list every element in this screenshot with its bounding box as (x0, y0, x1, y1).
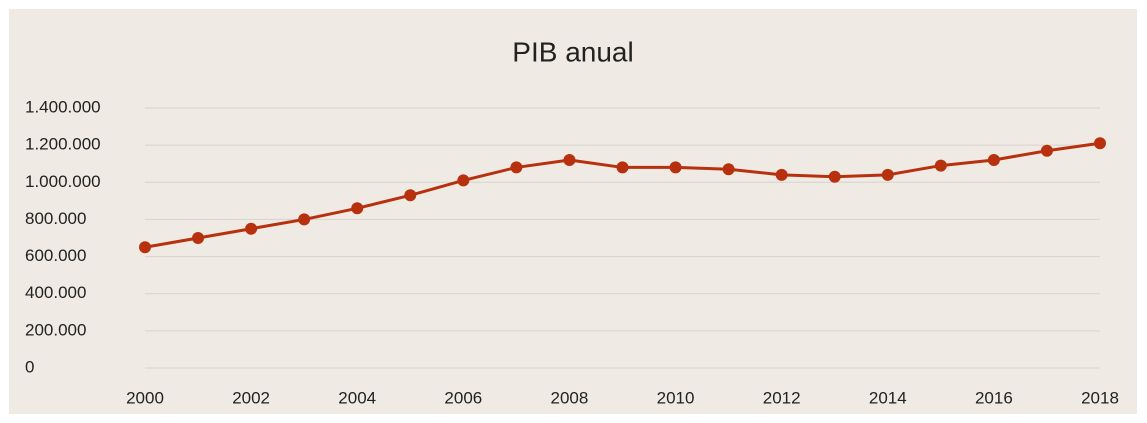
data-point (775, 168, 788, 181)
y-tick-label: 200.000 (25, 320, 86, 339)
data-point (616, 161, 629, 174)
data-point (457, 174, 470, 187)
data-point (669, 161, 682, 174)
x-tick-label: 2000 (126, 388, 164, 407)
data-point (722, 163, 735, 176)
x-tick-label: 2018 (1081, 388, 1119, 407)
y-tick-label: 1.000.000 (25, 172, 101, 191)
data-point (1094, 137, 1106, 150)
data-point (934, 159, 947, 172)
x-tick-label: 2012 (763, 388, 801, 407)
y-tick-label: 400.000 (25, 283, 86, 302)
x-tick-label: 2008 (551, 388, 589, 407)
data-point (139, 241, 151, 254)
data-point (1040, 144, 1053, 157)
x-tick-label: 2004 (338, 388, 376, 407)
data-point (192, 232, 205, 244)
y-tick-label: 0 (25, 357, 34, 376)
data-point (404, 189, 417, 202)
x-tick-label: 2002 (232, 388, 270, 407)
data-point (828, 170, 841, 183)
chart-title: PIB anual (512, 36, 633, 67)
x-tick-label: 2006 (444, 388, 482, 407)
y-tick-label: 800.000 (25, 209, 86, 228)
data-point (351, 202, 364, 215)
y-tick-label: 1.200.000 (25, 135, 101, 154)
x-tick-label: 2010 (657, 388, 695, 407)
data-point (298, 213, 311, 226)
data-point (881, 168, 894, 181)
chart-background (9, 9, 1137, 414)
x-tick-label: 2016 (975, 388, 1013, 407)
x-tick-label: 2014 (869, 388, 907, 407)
data-point (563, 154, 576, 166)
y-tick-label: 600.000 (25, 246, 86, 265)
y-tick-label: 1.400.000 (25, 97, 101, 116)
data-point (987, 154, 1000, 166)
data-point (245, 222, 258, 235)
data-point (510, 161, 523, 174)
